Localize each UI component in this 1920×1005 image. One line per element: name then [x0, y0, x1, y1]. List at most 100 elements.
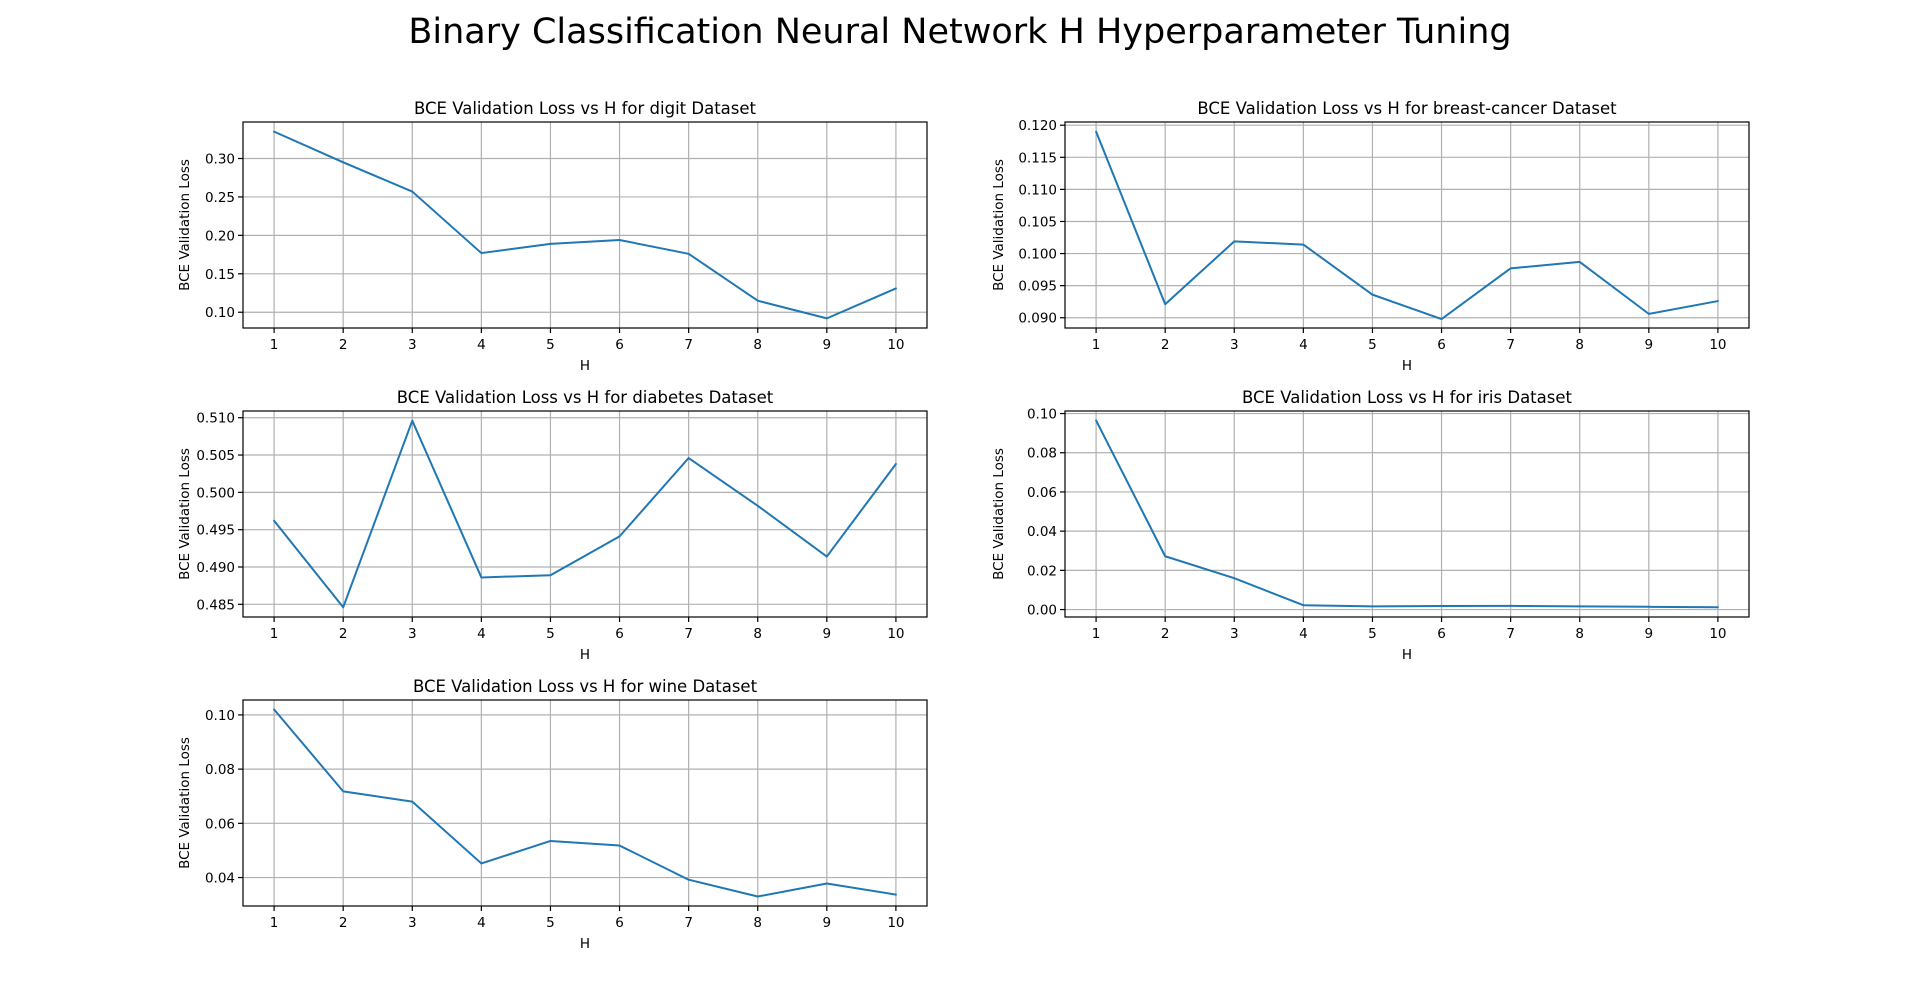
subplot-title: BCE Validation Loss vs H for digit Datas… [414, 99, 757, 118]
x-tick-label: 8 [1575, 337, 1584, 353]
x-tick-label: 5 [546, 915, 555, 931]
y-tick-label: 0.490 [196, 560, 235, 576]
y-tick-label: 0.110 [1018, 182, 1057, 198]
x-tick-label: 1 [270, 915, 279, 931]
x-tick-label: 2 [339, 337, 348, 353]
y-tick-label: 0.02 [1027, 563, 1057, 579]
y-tick-label: 0.10 [1027, 407, 1057, 423]
x-tick-label: 8 [753, 915, 762, 931]
y-tick-label: 0.06 [205, 816, 235, 832]
x-tick-label: 1 [270, 337, 279, 353]
x-tick-label: 7 [684, 915, 693, 931]
y-tick-label: 0.10 [205, 708, 235, 724]
x-tick-label: 5 [546, 337, 555, 353]
x-tick-label: 6 [1437, 626, 1446, 642]
x-tick-label: 4 [477, 626, 486, 642]
x-tick-label: 1 [1092, 626, 1101, 642]
x-tick-label: 10 [887, 915, 904, 931]
x-tick-label: 5 [546, 626, 555, 642]
x-tick-label: 10 [1709, 626, 1726, 642]
y-tick-label: 0.115 [1018, 150, 1057, 166]
y-tick-label: 0.500 [196, 485, 235, 501]
x-tick-label: 2 [1161, 337, 1170, 353]
x-tick-label: 3 [408, 915, 417, 931]
x-tick-label: 4 [1299, 626, 1308, 642]
y-tick-label: 0.08 [205, 762, 235, 778]
x-tick-label: 8 [753, 626, 762, 642]
x-tick-label: 7 [684, 337, 693, 353]
x-axis-label: H [580, 647, 590, 663]
x-tick-label: 8 [753, 337, 762, 353]
x-tick-label: 9 [823, 337, 832, 353]
x-axis-label: H [1402, 358, 1412, 374]
y-tick-label: 0.15 [205, 267, 235, 283]
axes-frame [242, 410, 928, 618]
x-tick-label: 4 [477, 915, 486, 931]
y-tick-label: 0.105 [1018, 214, 1057, 230]
x-tick-label: 6 [615, 337, 624, 353]
x-tick-label: 9 [823, 626, 832, 642]
y-axis-label: BCE Validation Loss [177, 448, 193, 580]
series-line [273, 708, 897, 898]
x-tick-label: 3 [408, 337, 417, 353]
subplot-title: BCE Validation Loss vs H for diabetes Da… [397, 388, 774, 407]
y-tick-label: 0.08 [1027, 446, 1057, 462]
y-tick-label: 0.30 [205, 152, 235, 168]
x-tick-label: 2 [339, 915, 348, 931]
x-tick-label: 4 [477, 337, 486, 353]
y-tick-label: 0.510 [196, 411, 235, 427]
x-tick-label: 9 [823, 915, 832, 931]
y-tick-label: 0.505 [196, 448, 235, 464]
y-tick-label: 0.100 [1018, 247, 1057, 263]
x-tick-label: 3 [1230, 337, 1239, 353]
series-line [273, 130, 897, 320]
subplot-1: 1 2 3 4 5 6 7 8 9 10 0.10 0.15 0.20 0.25 0.30 BCE Valid… [177, 99, 928, 374]
x-tick-label: 6 [615, 915, 624, 931]
x-tick-label: 1 [1092, 337, 1101, 353]
x-axis-label: H [1402, 647, 1412, 663]
series-line [273, 419, 897, 609]
subplot-3: 1 2 3 4 5 6 7 8 9 10 0.485 0.490 0.495 0.500 0.505 0.51… [177, 388, 928, 663]
x-axis-label: H [580, 936, 590, 952]
axes-frame [242, 699, 928, 907]
x-tick-label: 7 [1506, 626, 1515, 642]
x-axis-label: H [580, 358, 590, 374]
series-line [1095, 130, 1719, 321]
x-tick-label: 10 [887, 626, 904, 642]
x-tick-label: 6 [615, 626, 624, 642]
x-tick-label: 2 [1161, 626, 1170, 642]
x-tick-label: 7 [1506, 337, 1515, 353]
x-tick-label: 5 [1368, 626, 1377, 642]
x-tick-label: 9 [1645, 337, 1654, 353]
x-tick-label: 10 [1709, 337, 1726, 353]
y-tick-label: 0.00 [1027, 603, 1057, 619]
x-tick-label: 5 [1368, 337, 1377, 353]
subplot-title: BCE Validation Loss vs H for iris Datase… [1242, 388, 1573, 407]
axes-frame [1064, 410, 1750, 618]
y-tick-label: 0.090 [1018, 311, 1057, 327]
x-tick-label: 6 [1437, 337, 1446, 353]
x-tick-label: 1 [270, 626, 279, 642]
y-axis-label: BCE Validation Loss [177, 737, 193, 869]
y-tick-label: 0.120 [1018, 118, 1057, 134]
x-tick-label: 10 [887, 337, 904, 353]
subplot-5: 1 2 3 4 5 6 7 8 9 10 0.04 0.06 0.08 0.10 BCE Validatio… [177, 677, 928, 952]
subplot-4: 1 2 3 4 5 6 7 8 9 10 0.00 0.02 0.04 0.06 0.08 0.10 BCE V… [991, 388, 1750, 663]
x-tick-label: 3 [408, 626, 417, 642]
x-tick-label: 8 [1575, 626, 1584, 642]
y-tick-label: 0.20 [205, 228, 235, 244]
y-tick-label: 0.485 [196, 597, 235, 613]
axes-frame [1064, 121, 1750, 329]
y-axis-label: BCE Validation Loss [991, 448, 1007, 580]
subplot-title: BCE Validation Loss vs H for wine Datase… [413, 677, 758, 696]
y-tick-label: 0.095 [1018, 279, 1057, 295]
y-axis-label: BCE Validation Loss [177, 159, 193, 291]
x-tick-label: 4 [1299, 337, 1308, 353]
x-tick-label: 3 [1230, 626, 1239, 642]
x-tick-label: 7 [684, 626, 693, 642]
figure-title: Binary Classification Neural Network H H… [408, 12, 1512, 52]
x-tick-label: 2 [339, 626, 348, 642]
y-tick-label: 0.10 [205, 305, 235, 321]
